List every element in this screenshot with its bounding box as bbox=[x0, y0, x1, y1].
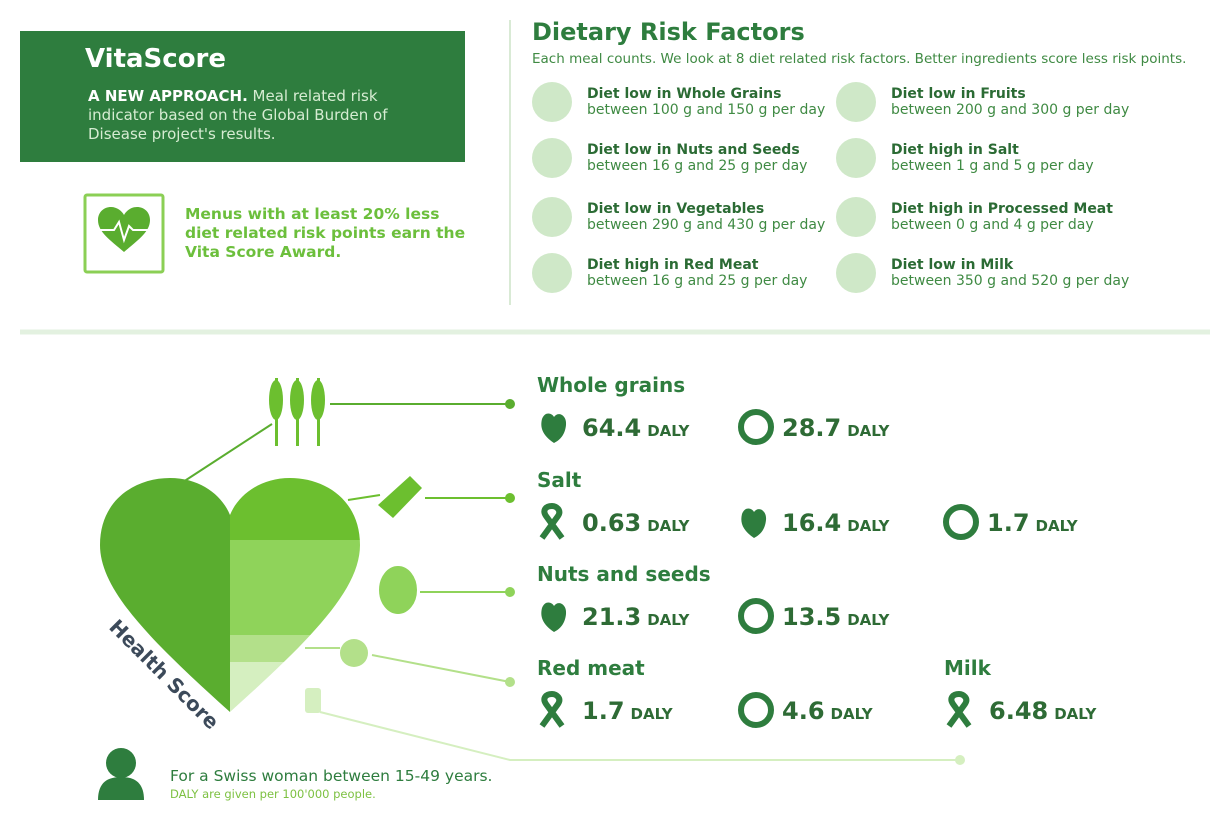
result-unit: DALY bbox=[847, 611, 890, 629]
result-unit: DALY bbox=[1054, 705, 1097, 723]
result-name: Whole grains bbox=[537, 373, 685, 397]
risk-name: Diet low in Milk bbox=[891, 257, 1014, 273]
result-unit: DALY bbox=[1036, 517, 1079, 535]
risk-icon bbox=[532, 253, 572, 293]
risk-range: between 350 g and 520 g per day bbox=[891, 273, 1129, 289]
risk-range: between 16 g and 25 g per day bbox=[587, 273, 807, 289]
woman-icon bbox=[98, 748, 144, 800]
ring-icon bbox=[738, 598, 774, 634]
risk-title: Dietary Risk Factors bbox=[532, 18, 805, 46]
heart-label: Health Score bbox=[104, 615, 223, 734]
ring-icon bbox=[943, 504, 979, 540]
risk-range: between 0 g and 4 g per day bbox=[891, 217, 1094, 233]
risk-range: between 100 g and 150 g per day bbox=[587, 102, 825, 118]
result-name: Milk bbox=[944, 656, 992, 680]
result-unit: DALY bbox=[831, 705, 874, 723]
risk-name: Diet high in Red Meat bbox=[587, 257, 759, 273]
title: VitaScore bbox=[85, 44, 227, 74]
result-name: Salt bbox=[537, 468, 582, 492]
risk-icon bbox=[836, 138, 876, 178]
meat-icon bbox=[340, 639, 368, 667]
ribbon-icon bbox=[539, 503, 565, 540]
risk-icon bbox=[836, 82, 876, 122]
award-icon bbox=[83, 193, 165, 274]
risk-name: Diet low in Fruits bbox=[891, 86, 1026, 102]
result-value: 4.6 bbox=[782, 697, 825, 725]
result-unit: DALY bbox=[647, 517, 690, 535]
risk-icon bbox=[532, 138, 572, 178]
risk-name: Diet high in Processed Meat bbox=[891, 201, 1113, 217]
result-value: 1.7 bbox=[987, 509, 1030, 537]
connectors bbox=[182, 403, 960, 761]
result-unit: DALY bbox=[847, 422, 890, 440]
risk-icon bbox=[532, 197, 572, 237]
heart bbox=[100, 478, 360, 712]
result-name: Red meat bbox=[537, 656, 645, 680]
milk-icon bbox=[305, 688, 321, 713]
result-value: 1.7 bbox=[582, 697, 625, 725]
result-value: 64.4 bbox=[582, 414, 641, 442]
ring-icon bbox=[738, 692, 774, 728]
heart-icon bbox=[541, 602, 567, 632]
intro: Meal related risk indicator based on the… bbox=[88, 87, 388, 143]
lead: A NEW APPROACH. bbox=[88, 87, 248, 105]
result-name: Nuts and seeds bbox=[537, 562, 711, 586]
award-heart bbox=[98, 207, 150, 252]
result-value: 6.48 bbox=[989, 697, 1048, 725]
award-text: Menus with at least 20% less diet relate… bbox=[185, 205, 466, 261]
risk-range: between 290 g and 430 g per day bbox=[587, 217, 825, 233]
heart-icon bbox=[741, 508, 767, 538]
intro-box bbox=[20, 31, 465, 162]
result-unit: DALY bbox=[647, 422, 690, 440]
result-unit: DALY bbox=[631, 705, 674, 723]
ribbon-icon bbox=[946, 691, 972, 728]
risk-icon bbox=[532, 82, 572, 122]
result-unit: DALY bbox=[847, 517, 890, 535]
result-value: 28.7 bbox=[782, 414, 841, 442]
pulse bbox=[100, 219, 148, 244]
risk-name: Diet low in Vegetables bbox=[587, 201, 764, 217]
risk-range: between 1 g and 5 g per day bbox=[891, 158, 1094, 174]
risk-range: between 16 g and 25 g per day bbox=[587, 158, 807, 174]
ribbon-icon bbox=[539, 691, 565, 728]
risk-subtitle: Each meal counts. We look at 8 diet rela… bbox=[532, 51, 1187, 67]
risk-name: Diet low in Nuts and Seeds bbox=[587, 142, 800, 158]
result-value: 21.3 bbox=[582, 603, 641, 631]
risk-name: Diet high in Salt bbox=[891, 142, 1019, 158]
risk-icon bbox=[836, 197, 876, 237]
dots bbox=[505, 399, 965, 765]
risk-icon bbox=[836, 253, 876, 293]
grain-icon bbox=[269, 378, 325, 446]
ring-icon bbox=[738, 409, 774, 445]
result-value: 0.63 bbox=[582, 509, 641, 537]
footer-text: For a Swiss woman between 15-49 years. bbox=[170, 767, 493, 785]
result-value: 13.5 bbox=[782, 603, 841, 631]
heart-icon bbox=[541, 413, 567, 443]
risk-range: between 200 g and 300 g per day bbox=[891, 102, 1129, 118]
nut-icon bbox=[377, 564, 419, 616]
result-unit: DALY bbox=[647, 611, 690, 629]
salt-icon bbox=[378, 476, 422, 518]
footer-note: DALY are given per 100'000 people. bbox=[170, 787, 376, 801]
intro-text: A NEW APPROACH. Meal related risk indica… bbox=[88, 87, 418, 144]
risk-name: Diet low in Whole Grains bbox=[587, 86, 781, 102]
result-value: 16.4 bbox=[782, 509, 841, 537]
